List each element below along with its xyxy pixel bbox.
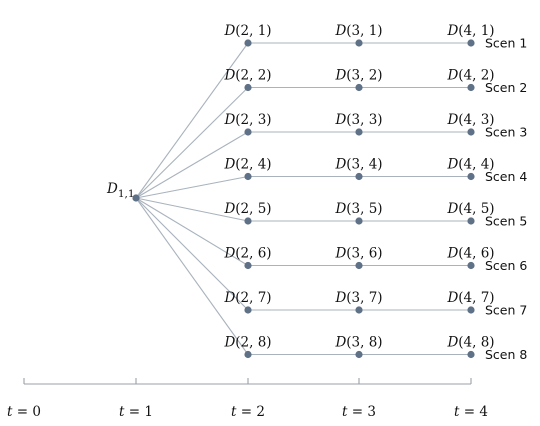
node-label-3-3: D(3, 3): [334, 112, 382, 128]
node-label-4-4: D(4, 4): [446, 157, 494, 173]
node-4-6: [467, 261, 475, 270]
node-3-7: [355, 306, 363, 314]
node-2-8: [244, 350, 252, 359]
node-label-4-3: D(4, 3): [446, 112, 494, 128]
node-2-1: [244, 39, 252, 47]
node-4-2: [467, 83, 475, 92]
scenario-label-5: Scen 5: [485, 214, 527, 229]
node-label-3-1: D(3, 1): [334, 23, 382, 39]
node-2-3: [244, 128, 252, 136]
node-2-2: [244, 83, 252, 92]
node-4-5: [467, 217, 475, 225]
node-4-7: [467, 306, 475, 314]
node-label-3-7: D(3, 7): [334, 290, 382, 306]
node-label-4-2: D(4, 2): [446, 68, 494, 84]
node-label-4-6: D(4, 6): [446, 246, 494, 262]
time-axis: t = 0 t = 1 t = 2 t = 3 t = 4: [7, 378, 488, 420]
scenario-label-6: Scen 6: [485, 258, 527, 273]
root-edge-8: [135, 197, 249, 355]
node-label-2-4: D(2, 4): [223, 157, 271, 173]
node-label-2-6: D(2, 6): [223, 246, 271, 262]
root-edge-4: [135, 175, 249, 199]
node-label-4-7: D(4, 7): [446, 290, 494, 306]
time-tick-label-1: t = 1: [119, 404, 153, 420]
node-4-4: [467, 172, 475, 181]
time-tick-label-2: t = 2: [231, 404, 265, 420]
root-edge-7: [135, 197, 249, 311]
tree-edges: [135, 42, 471, 356]
scenario-label-4: Scen 4: [485, 169, 527, 184]
node-label-3-8: D(3, 8): [334, 335, 382, 351]
node-2-4: [244, 172, 252, 181]
node-3-2: [355, 83, 363, 92]
root-edge-2: [135, 87, 249, 199]
scenario-label-2: Scen 2: [485, 80, 527, 95]
node-4-1: [467, 39, 475, 47]
node-3-8: [355, 350, 363, 359]
node-2-5: [244, 217, 252, 225]
node-4-8: [467, 350, 475, 359]
node-label-4-8: D(4, 8): [446, 335, 494, 351]
node-label-2-7: D(2, 7): [223, 290, 271, 306]
node-2-7: [244, 306, 252, 314]
node-label-2-8: D(2, 8): [223, 335, 271, 351]
node-label-3-6: D(3, 6): [334, 246, 382, 262]
node-label-3-2: D(3, 2): [334, 68, 382, 84]
scenario-label-3: Scen 3: [485, 125, 527, 140]
scenario-label-8: Scen 8: [485, 347, 527, 362]
tree-labels: D1,1 D(2, 1) D(3, 1) D(4, 1)Scen 1 D(2, 2) D(…: [106, 23, 527, 362]
node-label-4-5: D(4, 5): [446, 201, 494, 217]
node-label-2-5: D(2, 5): [223, 201, 271, 217]
root-edge-5: [135, 197, 249, 222]
scenario-label-1: Scen 1: [485, 36, 527, 51]
root-edge-3: [135, 131, 249, 199]
node-label-3-5: D(3, 5): [334, 201, 382, 217]
node-3-4: [355, 172, 363, 181]
time-tick-label-4: t = 4: [454, 404, 488, 420]
node-3-6: [355, 261, 363, 270]
root-node: [132, 194, 140, 202]
root-node-label: D1,1: [106, 181, 135, 200]
node-3-5: [355, 217, 363, 225]
node-label-2-2: D(2, 2): [223, 68, 271, 84]
node-label-3-4: D(3, 4): [334, 157, 382, 173]
node-3-1: [355, 39, 363, 47]
node-3-3: [355, 128, 363, 136]
root-edge-1: [135, 42, 249, 199]
node-label-2-1: D(2, 1): [223, 23, 271, 39]
node-label-2-3: D(2, 3): [223, 112, 271, 128]
scenario-label-7: Scen 7: [485, 303, 527, 318]
time-tick-label-3: t = 3: [342, 404, 376, 420]
node-2-6: [244, 261, 252, 270]
node-4-3: [467, 128, 475, 136]
tree-nodes: [132, 39, 475, 359]
root-edge-6: [135, 197, 249, 266]
time-tick-label-0: t = 0: [7, 404, 41, 420]
node-label-4-1: D(4, 1): [446, 23, 494, 39]
